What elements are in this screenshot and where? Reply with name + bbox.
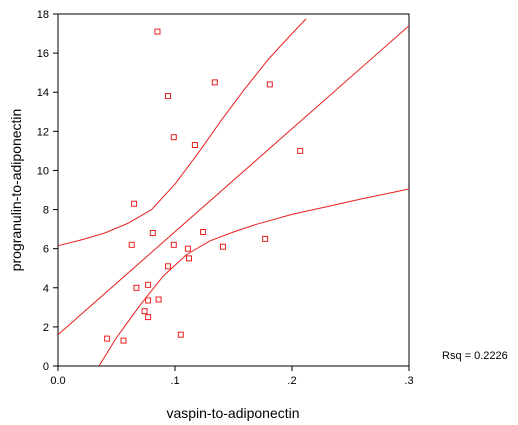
data-point [131,200,138,207]
x-tick-label: .3 [404,375,413,387]
data-point [170,134,177,141]
data-point [191,142,198,148]
data-point [184,245,191,252]
data-point [177,331,184,338]
data-point [141,308,148,315]
y-tick-label: 16 [37,48,49,60]
plot-frame [57,13,410,367]
confidence-lower-curve [98,188,410,367]
data-point [145,314,152,321]
data-point [120,337,127,344]
data-point [220,243,226,250]
data-point [145,297,152,304]
data-point [297,147,304,154]
data-points [104,28,304,344]
data-point [104,335,111,342]
x-tick-label: .1 [170,375,179,387]
data-point [170,241,177,248]
regression-line [57,25,410,336]
y-tick-label: 12 [37,126,49,138]
y-tick-label: 6 [43,244,49,256]
data-point [262,235,269,242]
data-point [149,230,156,236]
y-axis-title: progranulin-to-adiponectin [8,109,24,272]
y-tick-label: 0 [43,361,49,373]
data-point [165,93,171,100]
x-axis-title: vaspin-to-adiponectin [166,405,299,421]
fit-line-group [57,25,410,336]
x-tick-label: 0.0 [50,375,65,387]
y-tick-label: 2 [43,322,49,334]
y-tick-label: 14 [37,87,49,99]
data-point [186,255,192,262]
data-point [145,281,152,288]
y-axis-ticks: 0 2 4 6 8 10 12 14 16 18 [37,9,58,373]
y-tick-label: 4 [43,283,49,295]
data-point [133,284,140,291]
data-point [165,263,171,270]
data-point [128,241,135,248]
data-point [154,28,161,35]
y-tick-label: 18 [37,9,49,21]
data-point [266,81,273,88]
confidence-upper-curve [57,18,307,247]
data-point [155,296,162,303]
y-tick-label: 8 [43,205,49,217]
y-tick-label: 10 [37,165,49,177]
confidence-bands [57,18,410,367]
x-tick-label: .2 [287,375,296,387]
data-point [200,229,207,235]
data-point [211,79,218,86]
x-axis-ticks: 0.0 .1 .2 .3 [50,366,414,387]
rsq-annotation: Rsq = 0.2226 [442,350,508,362]
